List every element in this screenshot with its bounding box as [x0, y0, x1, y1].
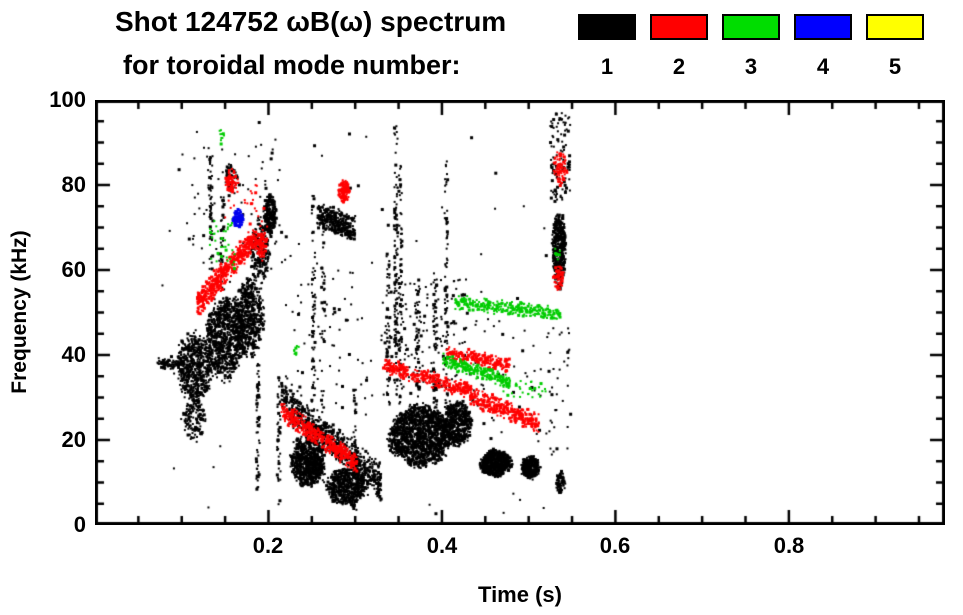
legend-label-mode4: 4 — [816, 54, 830, 79]
y-tick-label-0: 0 — [73, 512, 86, 537]
legend-swatch-mode4 — [794, 14, 852, 40]
legend-label-mode3: 3 — [744, 54, 758, 79]
legend-swatch-mode1 — [578, 14, 636, 40]
y-tick-label-60: 60 — [61, 257, 86, 282]
legend-swatch-mode2 — [650, 14, 708, 40]
spectrogram-canvas — [95, 100, 945, 525]
x-tick-label-0_2: 0.2 — [252, 533, 284, 558]
x-tick-label-0_6: 0.6 — [599, 533, 631, 558]
legend-label-mode5: 5 — [888, 54, 902, 79]
y-tick-label-20: 20 — [61, 427, 86, 452]
x-tick-label-0_8: 0.8 — [773, 533, 805, 558]
figure-subtitle: for toroidal mode number: — [123, 50, 461, 80]
y-tick-label-40: 40 — [61, 342, 86, 367]
legend-swatch-mode3 — [722, 14, 780, 40]
legend-label-mode1: 1 — [600, 54, 614, 79]
x-axis-title: Time (s) — [478, 582, 562, 607]
y-tick-label-80: 80 — [61, 172, 86, 197]
legend-label-mode2: 2 — [672, 54, 686, 79]
figure-title: Shot 124752 ωB(ω) spectrum — [115, 6, 507, 37]
y-tick-label-100: 100 — [49, 87, 86, 112]
legend-swatch-mode5 — [866, 14, 924, 40]
y-axis-title: Frequency (kHz) — [8, 230, 31, 394]
x-tick-label-0_4: 0.4 — [426, 533, 458, 558]
